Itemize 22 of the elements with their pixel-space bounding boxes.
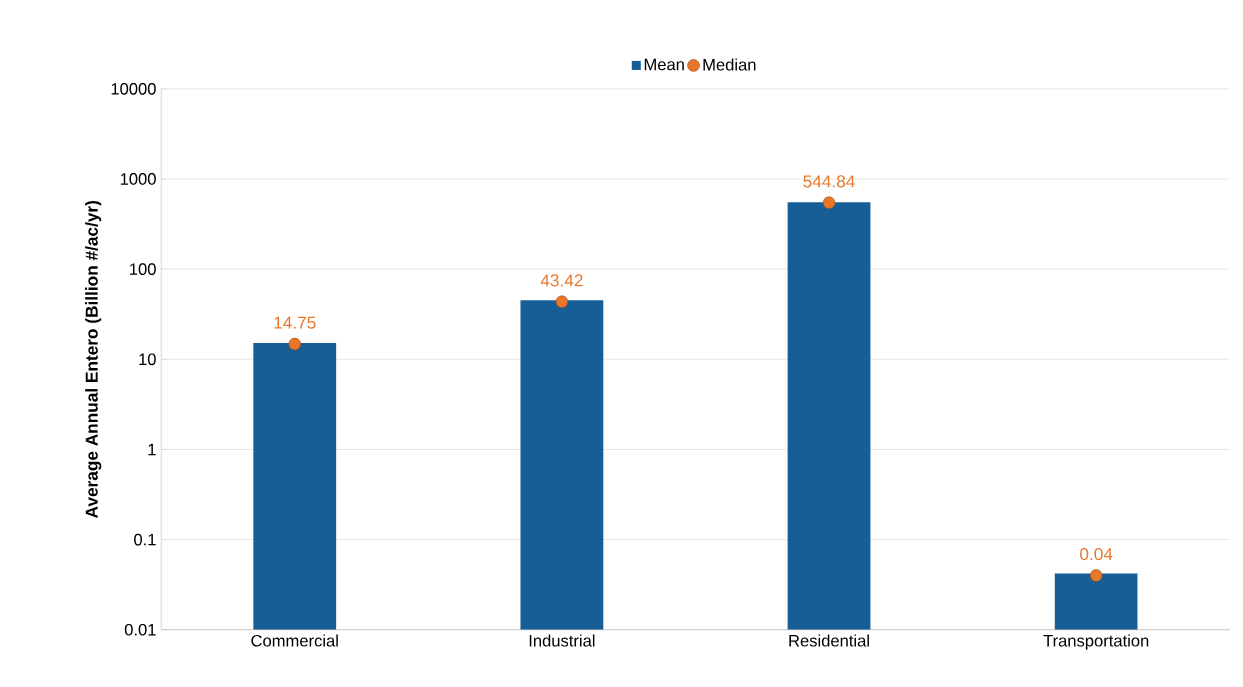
y-tick-label: 0.01: [124, 624, 156, 636]
data-label: 0.04: [1080, 548, 1113, 561]
y-tick-label: 10: [139, 353, 156, 366]
data-label: 43.42: [540, 274, 583, 287]
y-tick-label: 100: [130, 263, 156, 276]
y-tick-label: 1: [148, 443, 156, 456]
y-tick-label: 10000: [111, 83, 156, 95]
point: [822, 196, 836, 210]
x-tick-label: Transportation: [1043, 634, 1149, 650]
y-tick-label: 0.1: [134, 533, 156, 546]
point: [288, 337, 301, 351]
y-tick-label: 1000: [120, 173, 156, 185]
x-tick-label: Industrial: [529, 634, 595, 647]
legend-label: Median: [703, 58, 756, 71]
point: [555, 295, 569, 309]
legend-label: Mean: [644, 58, 684, 71]
data-label: 544.84: [803, 175, 855, 188]
x-tick-label: Residential: [789, 634, 869, 647]
y-axis-title: Average Annual Entero (Billion #/ac/yr): [85, 201, 102, 519]
data-label: 14.75: [274, 316, 316, 329]
x-tick-label: Commercial: [251, 634, 338, 647]
point: [1089, 569, 1103, 582]
